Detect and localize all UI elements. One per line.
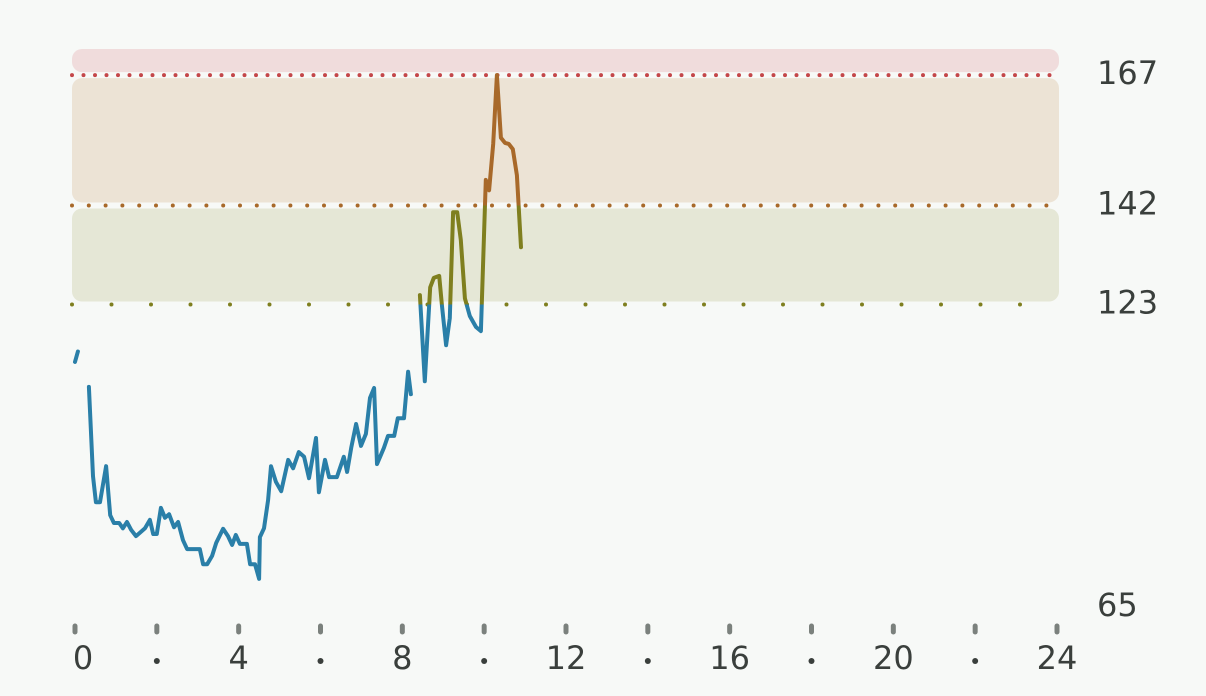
y-tick-label: 65 <box>1097 586 1138 624</box>
x-minor-dot <box>972 658 979 664</box>
x-tick-label: 16 <box>709 639 750 677</box>
heart-rate-line <box>73 73 523 581</box>
x-minor-dot <box>808 658 815 664</box>
zone-band <box>72 208 1059 302</box>
x-minor-dot <box>317 658 324 664</box>
x-tick-label: 4 <box>228 639 248 677</box>
x-tick-label: 20 <box>873 639 914 677</box>
x-tick-label: 24 <box>1037 639 1078 677</box>
y-tick-label: 123 <box>1097 284 1158 322</box>
x-tick-label: 8 <box>392 639 412 677</box>
x-minor-dot <box>153 658 160 664</box>
x-tick-label: 12 <box>546 639 587 677</box>
zone-band <box>72 49 1059 73</box>
x-tick-label: 0 <box>73 639 93 677</box>
y-tick-label: 167 <box>1097 54 1158 92</box>
y-tick-label: 142 <box>1097 184 1158 222</box>
x-minor-dot <box>481 658 488 664</box>
zone-band <box>72 78 1059 203</box>
x-minor-dot <box>644 658 651 664</box>
